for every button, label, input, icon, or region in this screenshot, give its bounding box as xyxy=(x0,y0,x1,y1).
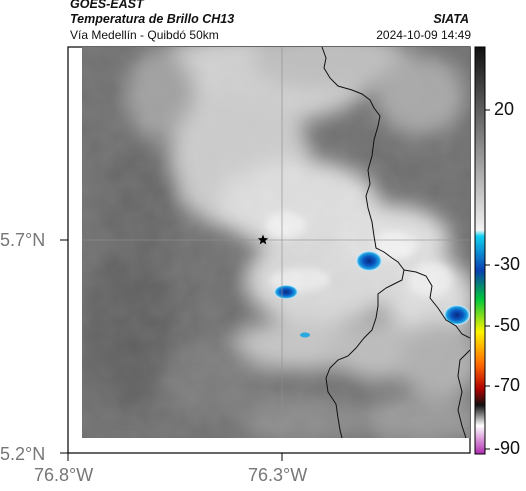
longitude-label: 76.8°W xyxy=(34,465,94,485)
colorbar-tick-label: 20 xyxy=(494,99,515,119)
cold-cloud-top xyxy=(356,251,382,271)
latitude-label: 5.7°N xyxy=(0,230,46,250)
cold-cloud-top xyxy=(444,305,470,325)
latitude-label: 5.2°N xyxy=(0,444,46,464)
brightness-temperature-field xyxy=(82,47,470,438)
colorbar xyxy=(474,46,486,455)
source-label: SIATA xyxy=(433,12,469,26)
satellite-name: GOES-EAST xyxy=(70,0,144,11)
cold-cloud-top xyxy=(274,285,298,299)
region-subtitle: Vía Medellín - Quibdó 50km xyxy=(70,28,219,42)
star-icon xyxy=(257,234,269,245)
department-boundary xyxy=(321,47,405,438)
longitude-label: 76.3°W xyxy=(248,465,308,485)
cold-cloud-top xyxy=(300,332,310,338)
product-title: Temperatura de Brillo CH13 xyxy=(70,12,235,26)
colorbar-tick-label: -90 xyxy=(494,438,521,458)
department-boundary xyxy=(403,269,470,339)
colorbar-tick-label: -50 xyxy=(494,315,521,335)
department-boundary xyxy=(457,349,470,438)
colorbar-tick-label: -70 xyxy=(494,375,521,395)
colorbar-tick-label: -30 xyxy=(494,254,521,274)
datetime-label: 2024-10-09 14:49 xyxy=(376,28,471,42)
